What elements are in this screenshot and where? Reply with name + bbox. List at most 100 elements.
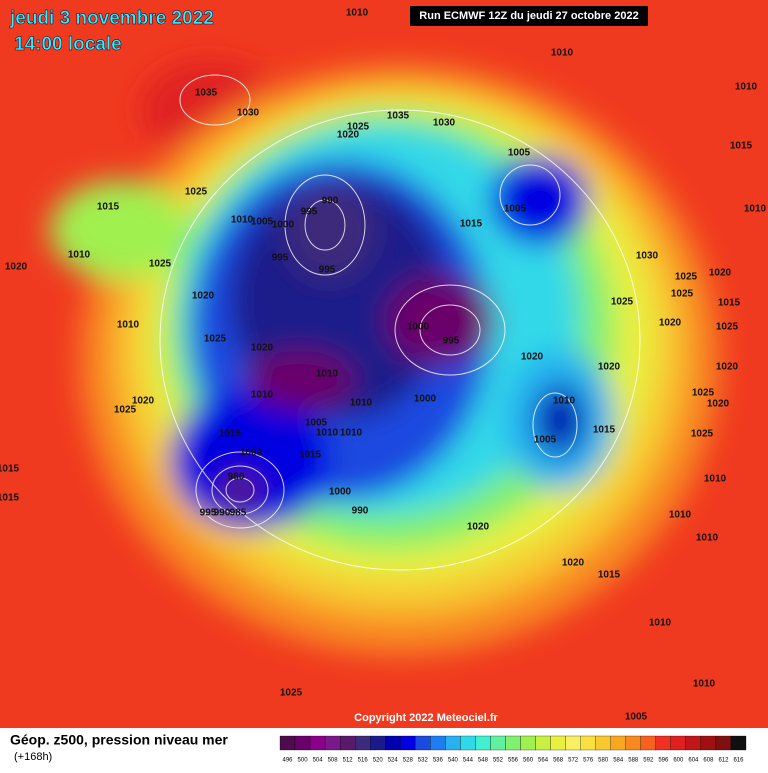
isobar-label: 1010 [251,390,274,401]
colorbar-label: 544 [463,758,474,764]
isobar-label: 1000 [272,220,295,231]
colorbar-label: 532 [418,758,429,764]
isobar-label: 980 [228,472,245,483]
colorbar-swatch [355,735,371,751]
colorbar-swatch [445,735,461,751]
isobar-label: 1010 [669,510,692,521]
isobar-label: 1015 [718,298,741,309]
colorbar-swatch [565,735,581,751]
colorbar-label: 604 [688,758,699,764]
isobar-label: 1020 [716,362,739,373]
isobar-label: 1020 [5,262,28,273]
isobar-label: 1010 [68,250,91,261]
colorbar-label: 560 [523,758,534,764]
isobar-label: 1015 [598,570,621,581]
isobar-label: 1010 [704,474,727,485]
isobar-label: 1000 [414,394,437,405]
isobar-label: 995 [272,253,289,264]
colorbar-label: 520 [373,758,384,764]
isobar-label: 1010 [553,396,576,407]
isobar-label: 1010 [316,369,339,380]
colorbar-label: 552 [493,758,504,764]
run-box [410,6,648,26]
isobar-label: 1030 [237,108,260,119]
isobar-label: 1020 [707,399,730,410]
isobar-label: 995 [443,336,460,347]
colorbar-label: 616 [733,758,744,764]
isobar-label: 1025 [716,322,739,333]
isobar-label: 1025 [204,334,227,345]
isobar-label: 1010 [693,679,716,690]
isobar-label: 1000 [407,322,430,333]
isobar-label: 1020 [521,352,544,363]
legend-subtitle: (+168h) [14,751,52,763]
colorbar-swatch [505,735,521,751]
colorbar-swatch [520,735,536,751]
isobar-label: 1010 [744,204,767,215]
isobar-label: 1010 [735,82,758,93]
colorbar-swatch [370,735,386,751]
isobar-label: 1020 [192,291,215,302]
colorbar-swatch [339,735,356,751]
isobar-labels: 1010101010351030101010351030102510201005… [0,8,767,723]
isobar-label: 1005 [251,217,274,228]
isobar-label: 1025 [185,187,208,198]
colorbar-swatch [475,735,491,751]
isobar-label: 1030 [433,118,456,129]
isobar-label: 1010 [346,8,369,19]
colorbar-label: 524 [388,758,399,764]
colorbar-swatch [535,735,551,751]
isobar-label: 1020 [132,396,155,407]
isobar-label: 1015 [730,141,753,152]
isobar-label: 1020 [467,522,490,533]
colorbar-swatch [685,735,702,751]
colorbar-swatch [700,735,717,751]
isobar-label: 995 [301,207,318,218]
isobar-label: 1005 [625,712,648,723]
isobar-label: 1010 [350,398,373,409]
isobar-label: 1015 [97,202,120,213]
colorbar-swatch [415,735,431,751]
colorbar-label: 600 [673,758,684,764]
isobar-label: 1015 [0,493,20,504]
colorbar-label: 528 [403,758,414,764]
isobar-label: 1035 [387,111,410,122]
isobar-label: 1020 [598,362,621,373]
colorbar-swatch [595,735,611,751]
isobar-label: 1010 [316,428,339,439]
isobar-label: 1020 [562,558,585,569]
isobar-label: 985 [230,508,247,519]
isobar-label: 1010 [649,618,672,629]
colorbar-swatch [309,735,326,751]
colorbar-swatch [400,735,416,751]
run-info: Run ECMWF 12Z du jeudi 27 octobre 2022 [419,10,638,22]
colorbar-label: 500 [298,758,309,764]
colorbar-label: 512 [343,758,354,764]
colorbar-swatch [625,735,641,751]
isobar-label: 1025 [691,429,714,440]
colorbar-label: 584 [613,758,624,764]
isobars [159,74,641,571]
isobar-label: 995 [200,508,217,519]
isobar-label: 1025 [611,297,634,308]
colorbar-swatch [460,735,476,751]
colorbar-label: 608 [703,758,714,764]
colorbar-label: 556 [508,758,519,764]
isobar-label: 1025 [149,259,172,270]
isobar-label: 1010 [551,48,574,59]
isobar-label: 1025 [347,122,370,133]
colorbar-label: 504 [313,758,324,764]
isobar-label: 990 [352,506,369,517]
colorbar-swatch [670,735,687,751]
colorbar-label: 576 [583,758,594,764]
colorbar-label: 588 [628,758,639,764]
legend-title: Géop. z500, pression niveau mer [10,732,228,748]
isobar-label: 1020 [251,343,274,354]
isobar-label: 1000 [329,487,352,498]
colorbar-swatch [730,735,747,751]
colorbar-swatch [279,735,296,751]
isobar-label: 1015 [299,450,322,461]
colorbar-swatch [490,735,506,751]
colorbar-label: 572 [568,758,579,764]
geopotential-field [50,60,720,655]
